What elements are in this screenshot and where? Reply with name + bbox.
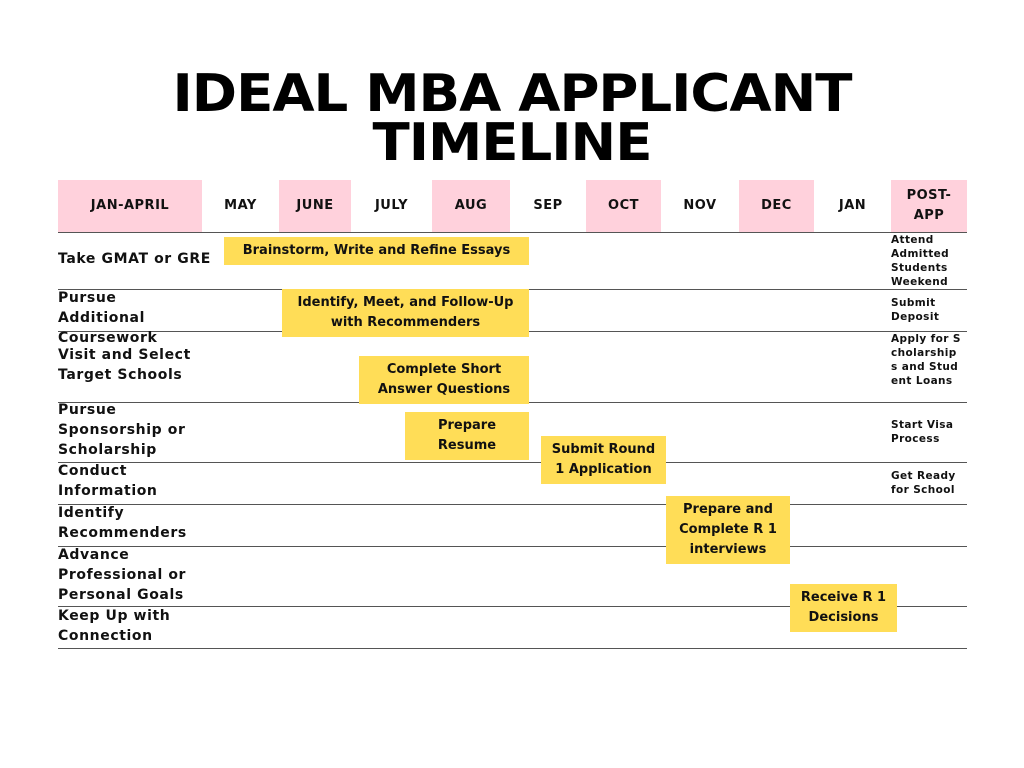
task-round1-application: Submit Round 1 Application	[541, 436, 666, 484]
row-label-connection: Keep Up with Connection	[58, 608, 171, 644]
row-label-goals: Advance Professional or Personal Goals	[58, 547, 187, 603]
post-app-visa: Start Visa Process	[891, 419, 954, 445]
row-divider	[58, 232, 967, 233]
post-app-weekend: Attend Admitted Students Weekend	[891, 234, 950, 288]
row-divider	[58, 606, 967, 607]
header-aug: AUG	[432, 180, 510, 232]
header-june: JUNE	[279, 180, 351, 232]
page-title: IDEAL MBA APPLICANT TIMELINE	[0, 64, 1024, 173]
task-decisions: Receive R 1 Decisions	[790, 584, 897, 632]
header-may: MAY	[202, 180, 279, 232]
row-label-gmat: Take GMAT or GRE	[58, 251, 211, 267]
header-oct: OCT	[586, 180, 661, 232]
title-line-2: TIMELINE	[372, 113, 653, 173]
task-recommenders: Identify, Meet, and Follow-Up with Recom…	[282, 289, 529, 337]
title-line-1: IDEAL MBA APPLICANT	[172, 64, 853, 124]
row-label-sponsorship: Pursue Sponsorship or Scholarship	[58, 402, 186, 458]
task-short-answers: Complete Short Answer Questions	[359, 356, 529, 404]
row-label-recommenders: Identify Recommenders	[58, 505, 187, 541]
task-resume: Prepare Resume	[405, 412, 529, 460]
task-essays: Brainstorm, Write and Refine Essays	[224, 237, 529, 265]
header-july: JULY	[351, 180, 432, 232]
post-app-scholarships: Apply for Scholarships and Student Loans	[891, 333, 961, 387]
post-app-deposit: Submit Deposit	[891, 297, 940, 323]
task-interviews: Prepare and Complete R 1 interviews	[666, 496, 790, 564]
header-post-app: POST-APP	[891, 180, 967, 232]
post-app-ready: Get Ready for School	[891, 470, 956, 496]
header-dec: DEC	[739, 180, 814, 232]
row-label-coursework: Pursue Additional Coursework	[58, 290, 158, 346]
header-jan: JAN	[814, 180, 891, 232]
header-nov: NOV	[661, 180, 739, 232]
row-divider	[58, 648, 967, 649]
row-label-target-schools: Visit and Select Target Schools	[58, 347, 191, 383]
row-divider	[58, 462, 967, 463]
row-label-information: Conduct Information	[58, 463, 158, 499]
header-jan-april: JAN-APRIL	[58, 180, 202, 232]
row-divider	[58, 504, 967, 505]
header-sep: SEP	[510, 180, 586, 232]
row-divider	[58, 546, 967, 547]
month-header-row: JAN-APRIL MAY JUNE JULY AUG SEP OCT NOV …	[58, 180, 967, 232]
